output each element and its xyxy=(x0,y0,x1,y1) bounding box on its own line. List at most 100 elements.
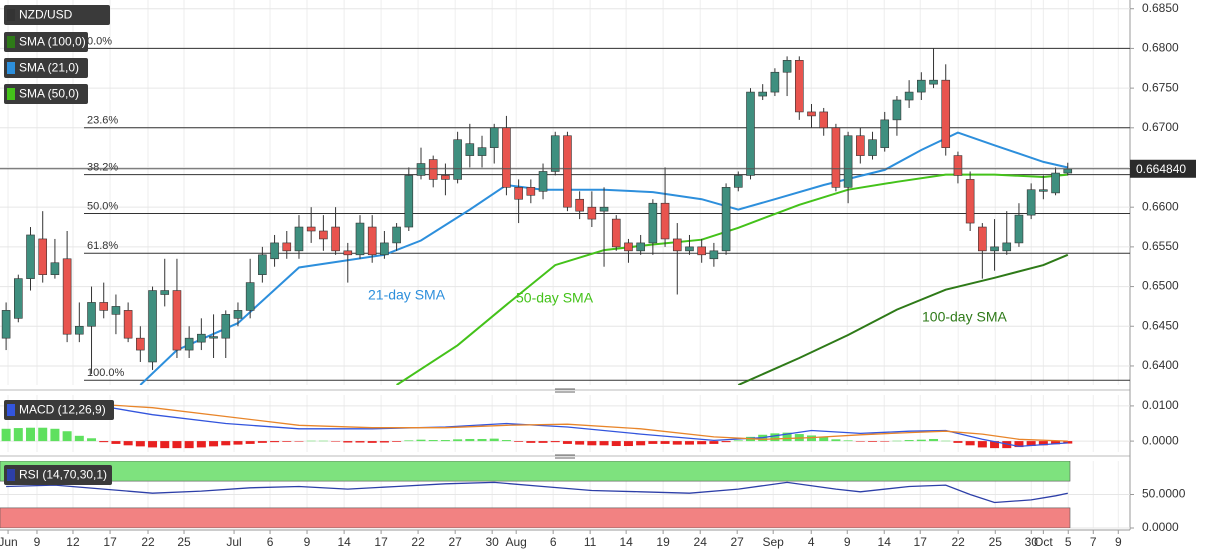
y-tick-label: 0.6750 xyxy=(1142,80,1179,94)
fib-label: 61.8% xyxy=(87,240,118,252)
candle-body xyxy=(489,127,499,148)
histogram-bar xyxy=(916,439,926,442)
candle-body xyxy=(331,226,340,252)
histogram-bar xyxy=(819,436,829,442)
histogram-bar xyxy=(953,441,963,443)
histogram-bar xyxy=(416,439,426,442)
histogram-bar xyxy=(13,428,23,442)
histogram-bar xyxy=(123,441,133,446)
pane-macd xyxy=(1,399,1073,449)
candle-body xyxy=(441,175,450,180)
legend-label: RSI (14,70,30,1) xyxy=(19,468,107,482)
candle-body xyxy=(392,226,401,244)
candle-body xyxy=(563,135,572,208)
histogram-bar xyxy=(721,441,731,443)
candle-body xyxy=(465,143,475,156)
histogram-bar xyxy=(294,441,304,442)
histogram-bar xyxy=(977,441,987,448)
y-tick-label: 0.6500 xyxy=(1142,279,1179,293)
histogram-bar xyxy=(880,441,890,442)
x-tick-label: 17 xyxy=(374,535,388,549)
histogram-bar xyxy=(50,428,60,442)
x-tick-label: 9 xyxy=(34,535,41,549)
legend-label: SMA (21,0) xyxy=(19,61,79,75)
candle-body xyxy=(282,242,292,252)
candle-body xyxy=(636,242,645,252)
histogram-bar xyxy=(440,440,450,442)
x-tick-label: 9 xyxy=(844,535,851,549)
histogram-bar xyxy=(62,431,72,442)
candle-body xyxy=(868,139,877,156)
histogram-bar xyxy=(831,439,841,442)
y-tick-label: 0.6400 xyxy=(1142,358,1179,372)
histogram-bar xyxy=(1063,441,1073,444)
candle-body xyxy=(502,127,511,188)
histogram-bar xyxy=(623,441,633,447)
x-tick-label: 30 xyxy=(485,535,499,549)
x-tick-label: 17 xyxy=(103,535,117,549)
candle-body xyxy=(62,258,72,335)
candle-body xyxy=(624,242,633,252)
histogram-bar xyxy=(550,441,560,443)
candle-body xyxy=(148,290,157,363)
candle-body xyxy=(87,302,96,327)
x-tick-label: 9 xyxy=(304,535,311,549)
histogram-bar xyxy=(221,441,231,446)
x-tick-label: Aug xyxy=(506,535,527,549)
candle-body xyxy=(123,310,133,339)
candle-body xyxy=(221,314,231,339)
candle-body xyxy=(831,127,841,188)
fib-label: 38.2% xyxy=(87,162,118,174)
candle-body xyxy=(160,290,170,295)
candle-body xyxy=(587,206,597,220)
fib-label: 0.0% xyxy=(87,35,112,47)
indicator-line xyxy=(737,253,1069,385)
fib-label: 23.6% xyxy=(87,115,118,127)
x-tick-label: 19 xyxy=(656,535,670,549)
candle-body xyxy=(184,337,194,351)
y-tick-label: 50.0000 xyxy=(1142,487,1186,501)
candle-body xyxy=(416,163,426,176)
candle-body xyxy=(953,155,963,176)
candle-body xyxy=(782,60,792,73)
histogram-bar xyxy=(660,441,670,444)
histogram-bar xyxy=(782,432,792,442)
candle-body xyxy=(660,202,670,240)
histogram-bar xyxy=(990,441,1000,449)
histogram-bar xyxy=(587,441,597,446)
last-price-box xyxy=(1130,159,1196,178)
fib-label: 100.0% xyxy=(87,367,125,379)
candle-body xyxy=(599,206,609,212)
x-tick-label: 12 xyxy=(66,535,80,549)
histogram-bar xyxy=(843,440,853,442)
pane-candlestick: 0.0% 23.6% 38.2% 50.0% 61.8% 100.0% 21-day SMA… xyxy=(1,35,1130,385)
histogram-bar xyxy=(904,440,914,442)
y-tick-label: 0.6550 xyxy=(1142,239,1179,253)
x-tick-label: 30 xyxy=(1025,535,1039,549)
candle-body xyxy=(1063,168,1073,174)
x-tick-label: 27 xyxy=(731,535,745,549)
histogram-bar xyxy=(965,441,975,446)
histogram-bar xyxy=(245,441,255,444)
y-tick-label: 0.0100 xyxy=(1142,398,1179,412)
candle-body xyxy=(380,242,389,256)
indicator-line xyxy=(6,399,1068,448)
candle-body xyxy=(685,246,694,252)
y-tick-label: 0.0000 xyxy=(1142,433,1179,447)
candle-body xyxy=(1039,189,1048,192)
last-price-label: 0.664840 xyxy=(1136,162,1186,176)
candle-body xyxy=(355,222,365,256)
candle-body xyxy=(697,246,706,256)
histogram-bar xyxy=(636,441,646,446)
pane-rsi xyxy=(0,461,1071,528)
x-tick-label: 27 xyxy=(448,535,462,549)
candle-body xyxy=(50,262,60,275)
histogram-bar xyxy=(148,441,158,448)
histogram-bar xyxy=(807,435,817,442)
x-tick-label: 4 xyxy=(808,535,815,549)
candle-body xyxy=(990,246,999,252)
histogram-bar xyxy=(684,441,694,445)
histogram-bar xyxy=(209,441,219,447)
candle-body xyxy=(843,135,853,188)
candle-body xyxy=(538,171,548,192)
